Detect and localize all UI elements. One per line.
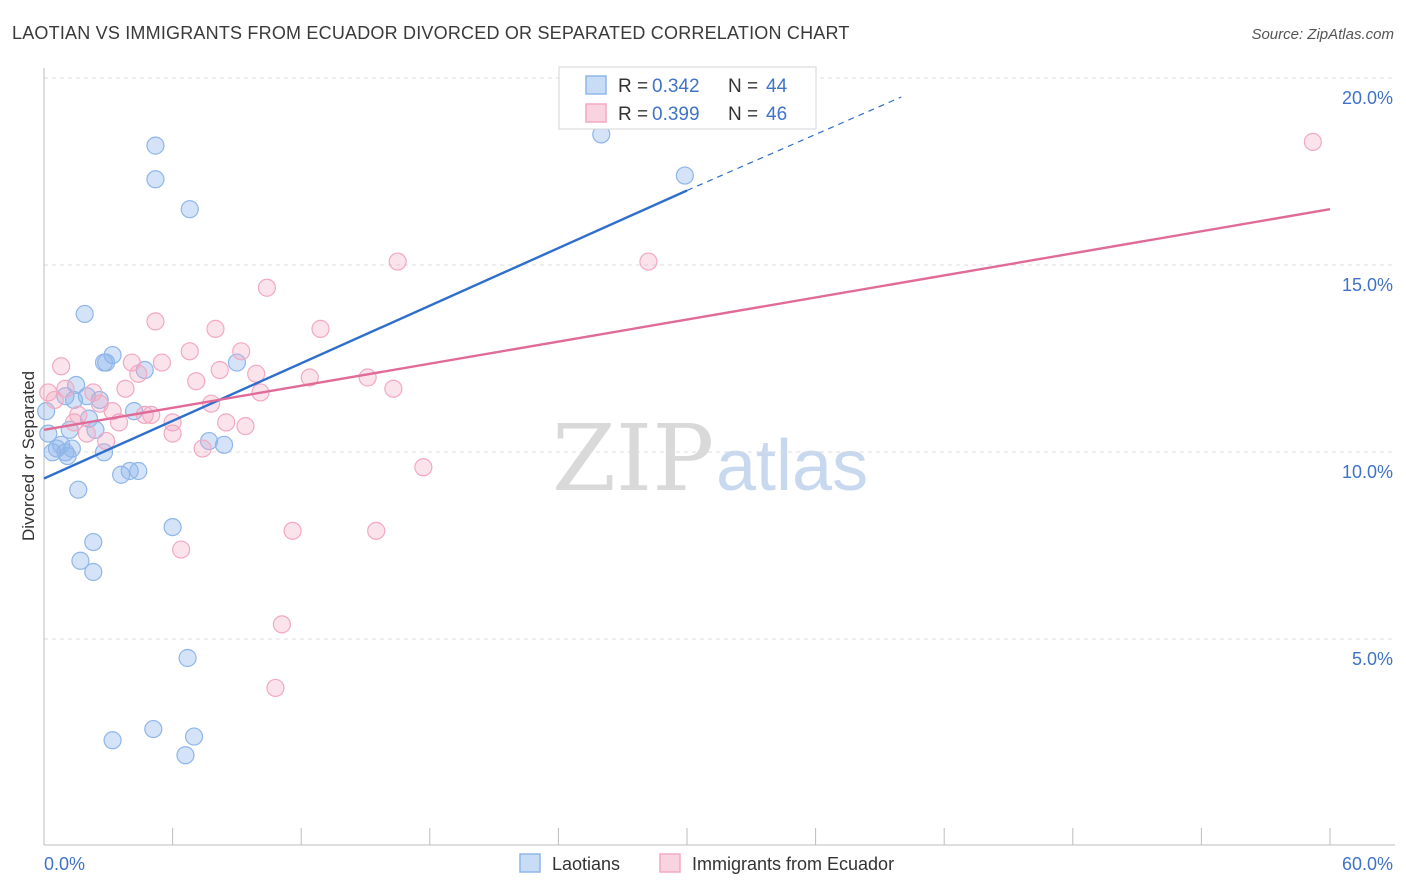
point-laotians [97, 353, 116, 372]
point-laotians [184, 727, 204, 746]
point-ecuador [210, 360, 229, 380]
point-ecuador [1303, 132, 1322, 151]
chart-source: Source: ZipAtlas.com [1251, 26, 1394, 43]
point-laotians [214, 435, 234, 454]
point-laotians [69, 480, 88, 499]
bottom-legend-label-laotians: Laotians [552, 854, 620, 874]
trend-lines [43, 96, 1331, 480]
point-ecuador [45, 390, 64, 410]
point-laotians [75, 304, 94, 324]
bottom-legend-swatch-laotians [519, 853, 541, 873]
point-laotians [62, 439, 81, 458]
point-ecuador [84, 383, 103, 402]
point-laotians [178, 648, 197, 668]
point-ecuador [232, 342, 251, 361]
y-tick-label: 10.0% [1342, 462, 1393, 482]
legend-r-label-2: R = [618, 104, 648, 125]
point-laotians [71, 551, 90, 570]
point-laotians [67, 375, 86, 395]
point-ecuador [152, 353, 171, 372]
point-laotians [227, 353, 246, 372]
point-ecuador [283, 521, 302, 540]
watermark-atlas: atlas [716, 426, 868, 506]
chart-title: LAOTIAN VS IMMIGRANTS FROM ECUADOR DIVOR… [12, 23, 850, 43]
point-ecuador [414, 458, 433, 477]
point-laotians [180, 200, 199, 219]
legend-n-value-2: 46 [766, 104, 787, 125]
point-ecuador [52, 357, 71, 376]
point-ecuador [103, 402, 122, 421]
y-tick-labels: 5.0% 10.0% 15.0% 20.0% [1342, 88, 1393, 669]
point-ecuador [146, 312, 165, 331]
point-laotians [144, 719, 163, 739]
point-ecuador [236, 417, 255, 436]
bottom-legend: Laotians Immigrants from Ecuador [519, 853, 894, 874]
point-laotians [84, 562, 103, 582]
legend-n-label-1: N = [728, 76, 758, 97]
trend-line-ecuador [43, 208, 1331, 432]
point-laotians [163, 517, 182, 537]
trend-line-laotians [43, 189, 688, 480]
point-ecuador [639, 252, 658, 271]
point-ecuador [206, 319, 225, 338]
point-laotians [103, 731, 122, 750]
point-ecuador [180, 342, 199, 361]
point-ecuador [257, 278, 277, 297]
point-laotians [146, 170, 165, 189]
y-axis-label: Divorced or Separated [19, 371, 38, 541]
point-laotians [146, 136, 165, 155]
legend-swatch-ecuador [585, 103, 607, 123]
legend-swatch-laotians [585, 75, 607, 95]
point-laotians [129, 461, 148, 481]
point-ecuador [266, 678, 285, 698]
point-ecuador [311, 319, 330, 338]
point-ecuador [142, 405, 161, 424]
watermark-zip: ZIP [552, 405, 714, 512]
point-ecuador [122, 353, 141, 372]
point-ecuador [193, 439, 212, 458]
y-tick-label: 15.0% [1342, 275, 1393, 295]
point-ecuador [56, 379, 75, 398]
point-ecuador [367, 521, 386, 540]
bottom-legend-swatch-ecuador [659, 853, 681, 873]
x-tick-label-max: 60.0% [1342, 854, 1393, 874]
legend-r-value-2: 0.399 [652, 104, 700, 125]
point-ecuador [217, 413, 236, 432]
y-tick-label: 20.0% [1342, 88, 1393, 108]
point-ecuador [77, 424, 96, 443]
point-ecuador [69, 405, 88, 424]
legend-r-value-1: 0.342 [652, 76, 700, 97]
legend-n-label-2: N = [728, 104, 758, 125]
point-laotians [199, 431, 219, 451]
point-laotians [84, 532, 103, 552]
point-laotians [675, 166, 694, 185]
bottom-legend-label-ecuador: Immigrants from Ecuador [692, 854, 894, 874]
point-ecuador [384, 379, 403, 398]
y-tick-label: 5.0% [1352, 649, 1393, 669]
x-tick-label-min: 0.0% [44, 854, 85, 874]
axes [43, 68, 1395, 846]
data-points [37, 125, 1322, 765]
point-ecuador [388, 252, 407, 271]
legend-box: R = 0.342 N = 44 R = 0.399 N = 46 [558, 66, 817, 130]
point-ecuador [358, 368, 377, 387]
x-ticks [43, 828, 1331, 845]
point-ecuador [272, 615, 292, 634]
point-ecuador [116, 379, 135, 398]
legend-r-label-1: R = [618, 76, 648, 97]
point-ecuador [300, 368, 319, 387]
point-ecuador [172, 540, 191, 559]
point-ecuador [39, 383, 58, 402]
point-laotians [103, 345, 122, 365]
watermark: ZIP atlas [552, 405, 868, 512]
point-ecuador [163, 424, 182, 443]
trend-line-laotians-extension [686, 96, 902, 192]
point-ecuador [187, 372, 206, 391]
legend-n-value-1: 44 [766, 76, 788, 97]
point-laotians [176, 746, 195, 765]
point-ecuador [129, 364, 148, 383]
